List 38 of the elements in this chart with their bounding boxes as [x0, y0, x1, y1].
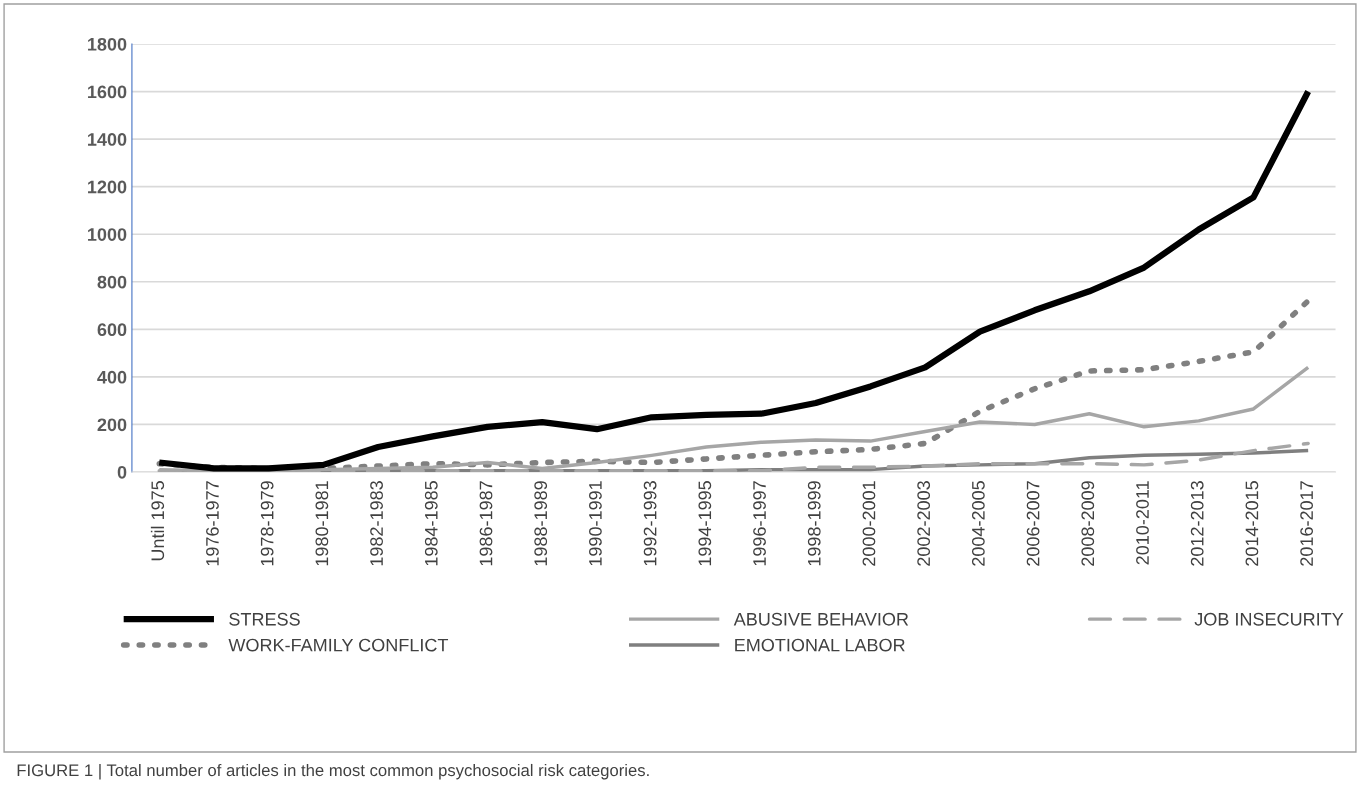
y-tick-label: 800 [97, 275, 127, 289]
x-tick-label: 1982-1983 [370, 481, 383, 566]
x-tick-label: 2014-2015 [1245, 481, 1259, 566]
x-tick-label: Until 1975 [150, 481, 165, 561]
y-tick-label: 600 [97, 323, 127, 337]
x-tick-label: 1986-1987 [479, 481, 493, 566]
y-tick-label: 1800 [88, 37, 127, 51]
x-tick-label: 1994-1995 [698, 481, 712, 566]
legend-label: JOB INSECURITY [1194, 612, 1344, 626]
y-tick-label: 1600 [88, 85, 127, 99]
x-tick-label: 1978-1979 [260, 481, 274, 566]
x-tick-label: 1990-1991 [589, 481, 602, 566]
caption: FIGURE 1 | Total number of articles in the most common psychosocial risk categories. [17, 763, 649, 780]
y-tick-label: 1000 [88, 228, 127, 241]
y-tick-label: 200 [97, 418, 127, 432]
x-tick-label: 2008-2009 [1081, 481, 1095, 566]
x-tick-label: 2010-2011 [1136, 481, 1149, 565]
legend-label: STRESS [229, 612, 300, 626]
x-tick-label: 1988-1989 [534, 481, 548, 566]
x-tick-label: 2000-2001 [862, 481, 876, 566]
x-tick-label: 2016-2017 [1300, 481, 1314, 566]
x-tick-label: 2002-2003 [917, 481, 931, 566]
x-tick-label: 1996-1997 [753, 481, 766, 566]
x-tick-label: 1976-1977 [206, 481, 219, 566]
y-tick-label: 1200 [88, 180, 127, 194]
y-tick-label: 0 [117, 465, 127, 479]
x-tick-label: 2006-2007 [1026, 481, 1040, 566]
y-tick-label: 1400 [88, 133, 127, 146]
legend-label: WORK-FAMILY CONFLICT [228, 638, 449, 652]
legend-label: EMOTIONAL LABOR [735, 638, 905, 652]
x-tick-label: 2004-2005 [971, 481, 985, 566]
y-tick-label: 400 [97, 370, 127, 384]
x-tick-label: 2012-2013 [1190, 481, 1204, 566]
x-tick-label: 1992-1993 [643, 481, 657, 566]
x-tick-label: 1980-1981 [315, 481, 329, 566]
x-tick-label: 1984-1985 [424, 481, 438, 566]
legend-label: ABUSIVE BEHAVIOR [733, 612, 909, 626]
x-tick-label: 1998-1999 [807, 481, 821, 566]
